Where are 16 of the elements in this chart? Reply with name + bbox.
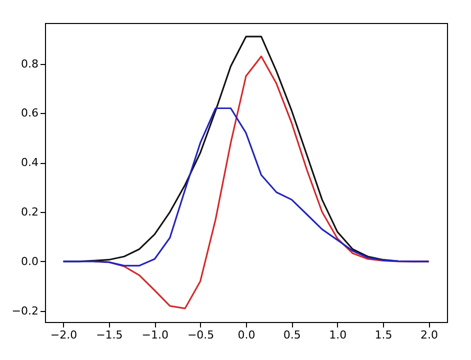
x-tick-label: −2.0 xyxy=(50,328,78,342)
y-tick-label: 0.2 xyxy=(21,206,38,219)
x-tick-label: 0.0 xyxy=(238,328,256,342)
x-tick-label: 2.0 xyxy=(420,328,438,342)
y-tick-label: 0.0 xyxy=(21,254,38,268)
line-series xyxy=(62,107,430,266)
x-tick-label: 0.5 xyxy=(283,328,301,342)
x-tick-label: −1.5 xyxy=(96,328,123,342)
x-tick-label: −1.0 xyxy=(142,328,168,342)
y-tick-label: 0.4 xyxy=(21,156,38,170)
x-tick-label: 1.5 xyxy=(374,328,392,342)
x-tick-label: −0.5 xyxy=(187,328,214,342)
x-tick-label: 1.0 xyxy=(329,328,347,342)
y-tick-label: 0.8 xyxy=(21,57,38,70)
y-tick-label: 0.6 xyxy=(21,106,38,120)
y-tick-label: −0.2 xyxy=(12,304,38,318)
